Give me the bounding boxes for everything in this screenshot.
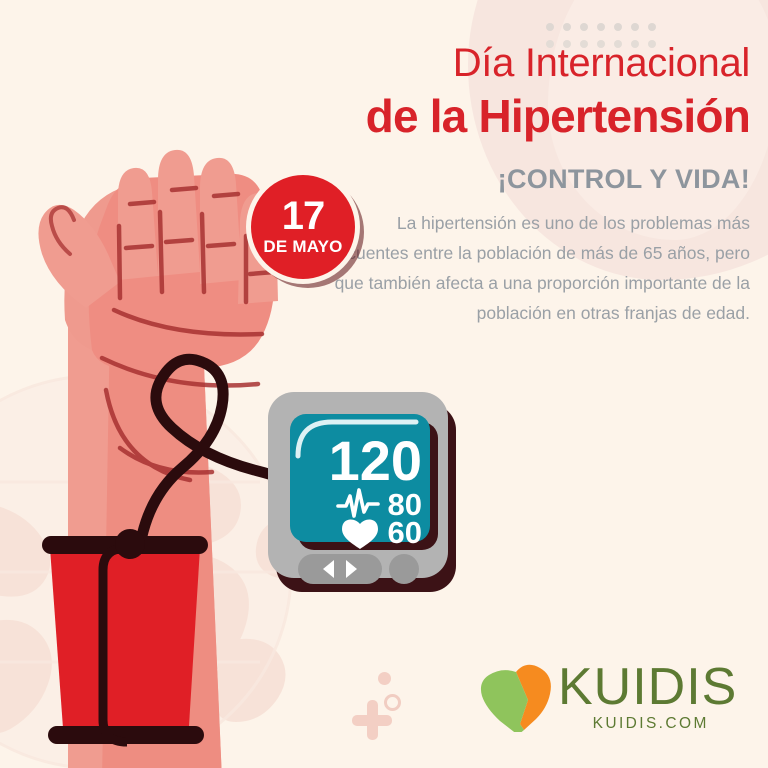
ecg-wave-icon xyxy=(336,488,380,518)
plus-icon xyxy=(352,700,392,740)
round-button-icon xyxy=(389,554,419,584)
logo-url: KUIDIS.COM xyxy=(592,715,709,732)
logo-text-block: KUIDIS KUIDIS.COM xyxy=(558,660,737,733)
monitor-screen xyxy=(290,414,430,542)
subtitle: ¡CONTROL Y VIDA! xyxy=(497,164,750,194)
date-badge-circle: 17 DE MAYO xyxy=(251,175,355,279)
diastolic-value: 80 xyxy=(388,487,422,522)
date-badge: 17 DE MAYO xyxy=(246,170,364,288)
blood-pressure-cuff-icon xyxy=(42,529,208,747)
page-title-line2: de la Hipertensión xyxy=(365,90,751,142)
date-badge-month: DE MAYO xyxy=(263,237,343,256)
air-tube-icon xyxy=(132,353,320,566)
pulse-value: 60 xyxy=(388,515,422,550)
blood-pressure-monitor: 120 80 60 xyxy=(268,392,456,592)
body-paragraph: La hipertensión es uno de los problemas … xyxy=(326,213,750,323)
left-right-arrows-icon xyxy=(298,554,382,584)
kuidis-logo[interactable]: KUIDIS KUIDIS.COM xyxy=(476,660,741,744)
ring-icon xyxy=(384,694,401,711)
logo-name: KUIDIS xyxy=(558,658,738,716)
page-title-line1: Día Internacional xyxy=(452,41,751,85)
systolic-value: 120 xyxy=(329,429,422,492)
headline-block: Día Internacional de la Hipertensión ¡CO… xyxy=(190,38,751,328)
date-badge-day: 17 xyxy=(281,194,325,238)
kuidis-heart-logo-icon xyxy=(480,664,551,732)
heart-icon xyxy=(342,519,378,549)
forearm-icon xyxy=(38,149,320,768)
dot-icon xyxy=(378,672,391,685)
